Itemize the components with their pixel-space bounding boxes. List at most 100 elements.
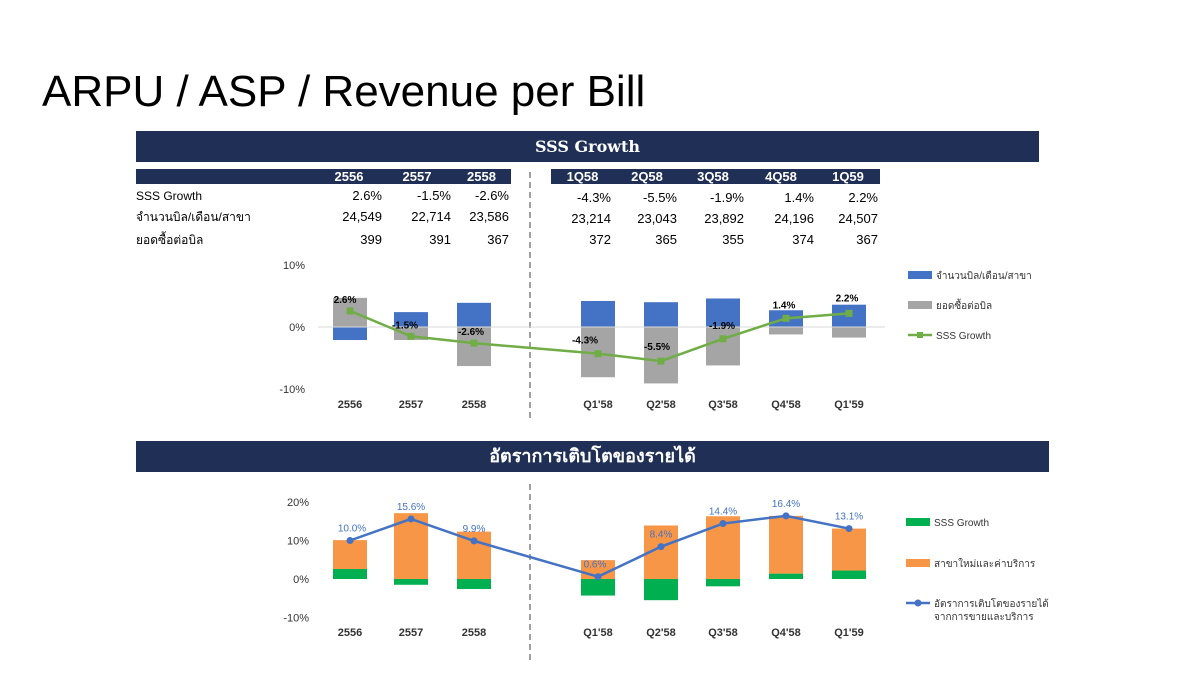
revenue-growth-point: [346, 537, 354, 544]
revenue-growth-point: [407, 515, 415, 523]
sss-growth-banner: SSS Growth: [136, 131, 1039, 162]
table-cell: 24,196: [774, 211, 814, 226]
bar-bills-per-branch: [394, 312, 428, 327]
table-cell: -1.5%: [417, 188, 451, 203]
x-tick-label: Q4'58: [771, 627, 801, 639]
sss-growth-point: [470, 339, 478, 347]
x-tick-label: 2556: [338, 399, 362, 411]
legend-label-sss: SSS Growth: [934, 518, 989, 529]
table-cell: 2.6%: [352, 188, 382, 203]
table-cell: 365: [655, 232, 677, 247]
y-tick-label: 10%: [283, 260, 305, 272]
table-cell: 391: [429, 232, 451, 247]
sss-growth-point: [719, 335, 727, 343]
sss-growth-data-label: 2.6%: [334, 295, 357, 306]
row-label-spend-per-bill: ยอดซื้อต่อบิล: [136, 233, 204, 247]
bar-bills-per-branch: [706, 298, 740, 327]
col-header-3q58: 3Q58: [697, 169, 729, 184]
col-header-2557: 2557: [402, 169, 432, 184]
x-tick-label: 2556: [338, 627, 362, 639]
table-cell: 399: [360, 232, 382, 247]
sss-growth-data-label: -2.6%: [458, 327, 484, 338]
revenue-growth-point: [657, 543, 665, 551]
bar-spend-per-bill: [769, 327, 803, 335]
revenue-growth-point: [594, 573, 602, 581]
revenue-growth-data-label: 9.9%: [463, 524, 486, 535]
sss-growth-point: [594, 350, 602, 358]
table-cell: 23,043: [637, 211, 677, 226]
x-tick-label: Q3'58: [708, 399, 738, 411]
y-tick-label: 10%: [287, 536, 309, 548]
bar-bills-per-branch: [457, 302, 491, 327]
sss-growth-point: [845, 309, 853, 317]
x-tick-label: Q1'59: [834, 627, 864, 639]
x-tick-label: 2558: [462, 399, 486, 411]
bar-new-branches-services: [333, 540, 367, 569]
col-header-4q58: 4Q58: [765, 169, 797, 184]
table-cell: 367: [856, 232, 878, 247]
sss-growth-point: [782, 314, 790, 322]
legend-label-spend: ยอดซื้อต่อบิล: [936, 298, 992, 312]
table-cell: 2.2%: [848, 190, 878, 205]
table-cell: 23,214: [571, 211, 611, 226]
table-cell: 355: [722, 232, 744, 247]
x-tick-label: Q2'58: [646, 627, 676, 639]
sss-growth-point: [657, 357, 665, 365]
table-cell: 24,507: [838, 211, 878, 226]
y-tick-label: 0%: [289, 322, 305, 334]
legend-label-sss: SSS Growth: [936, 331, 991, 342]
revenue-growth-point: [470, 537, 478, 545]
sss-growth-data-label: 1.4%: [773, 300, 796, 311]
table-cell: 23,586: [469, 209, 509, 224]
bar-new-branches-services: [832, 528, 866, 571]
col-header-1q58: 1Q58: [566, 169, 599, 184]
sss-growth-data-label: -4.3%: [572, 336, 598, 347]
sss-growth-point: [346, 307, 354, 315]
legend-label-new-branches: สาขาใหม่และค่าบริการ: [934, 558, 1036, 570]
x-tick-label: Q1'58: [583, 399, 613, 411]
x-tick-label: Q1'59: [834, 399, 864, 411]
bar-sss-growth: [644, 579, 678, 601]
bar-spend-per-bill: [706, 327, 740, 366]
bar-spend-per-bill: [832, 327, 866, 338]
table-cell: -4.3%: [577, 190, 611, 205]
bar-new-branches-services: [769, 515, 803, 574]
col-header-2q58: 2Q58: [631, 169, 663, 184]
y-tick-label: 0%: [293, 574, 309, 586]
col-header-2556: 2556: [334, 169, 364, 184]
revenue-growth-data-label: 14.4%: [709, 507, 737, 518]
revenue-growth-point: [719, 520, 727, 528]
sss-growth-line: [349, 309, 850, 363]
table-cell: -1.9%: [710, 190, 744, 205]
table-header-bar-quarters: [551, 169, 880, 184]
x-tick-label: Q3'58: [708, 627, 738, 639]
legend-swatch-new-branches: [906, 559, 930, 567]
sss-growth-point: [407, 332, 415, 340]
sss-growth-data-label: 2.2%: [836, 293, 859, 304]
revenue-growth-data-label: 13.1%: [835, 512, 863, 523]
row-label-sss-growth: SSS Growth: [136, 189, 203, 203]
x-tick-label: Q1'58: [583, 627, 613, 639]
revenue-growth-data-label: 15.6%: [397, 502, 425, 513]
sss-growth-data-label: -1.9%: [709, 321, 735, 332]
y-tick-label: 20%: [287, 497, 309, 509]
legend-marker-sss: [917, 332, 923, 338]
x-tick-label: 2558: [462, 627, 486, 639]
bar-bills-per-branch: [333, 327, 367, 341]
bar-sss-growth: [457, 579, 491, 590]
bar-sss-growth: [769, 573, 803, 579]
x-tick-label: Q2'58: [646, 399, 676, 411]
legend-swatch-sss: [906, 518, 930, 526]
x-tick-label: 2557: [399, 627, 423, 639]
revenue-growth-banner: อัตราการเติบโตของรายได้: [136, 441, 1049, 472]
x-tick-label: Q4'58: [771, 399, 801, 411]
bar-bills-per-branch: [644, 302, 678, 327]
bar-bills-per-branch: [581, 300, 615, 327]
col-header-2558: 2558: [467, 169, 496, 184]
bar-spend-per-bill: [644, 327, 678, 384]
legend-label-revenue-line1: อัตราการเติบโตของรายได้: [934, 597, 1049, 610]
table-cell: -5.5%: [643, 190, 677, 205]
table-cell: 1.4%: [784, 190, 814, 205]
revenue-growth-data-label: 8.4%: [650, 530, 673, 541]
